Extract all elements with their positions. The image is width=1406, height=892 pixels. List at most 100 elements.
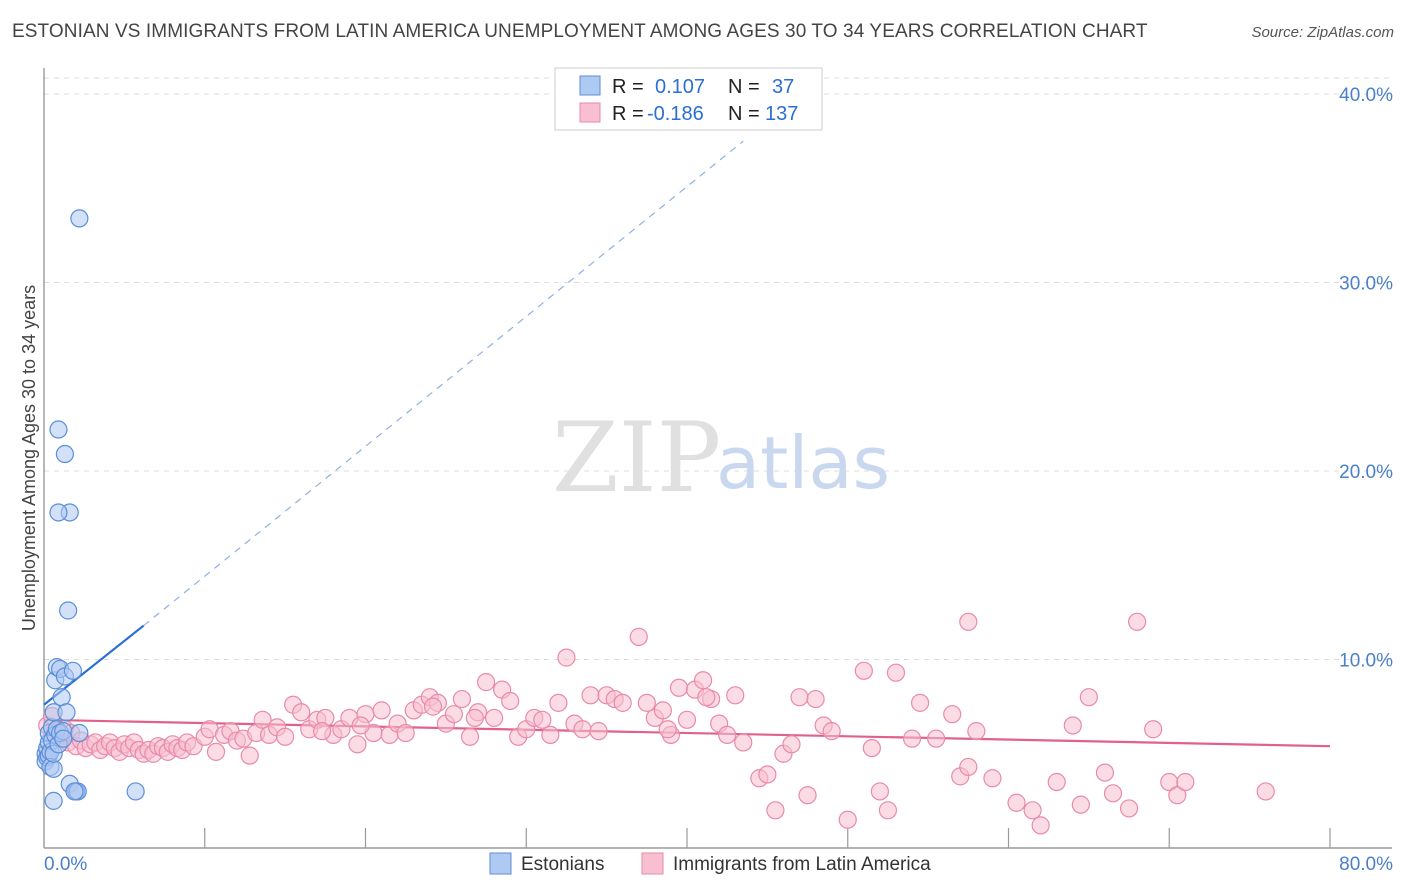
legend-r-value-1: 0.107 (655, 76, 705, 98)
immigrants-point (1047, 772, 1066, 792)
immigrants-point (501, 691, 520, 711)
immigrants-point (1023, 801, 1042, 820)
watermark-atlas: atlas (716, 421, 890, 505)
legend-n-label-2: N = (728, 103, 760, 125)
immigrants-point (460, 727, 480, 746)
immigrants-point (1063, 716, 1082, 735)
estonians-point (44, 759, 63, 778)
estonians-point (70, 209, 89, 228)
legend-r-value-2: -0.186 (647, 103, 704, 125)
immigrants-point (351, 716, 370, 735)
bottom-legend-swatch-estonians (489, 852, 512, 875)
immigrants-point (444, 705, 464, 724)
immigrants-point (697, 688, 716, 707)
correlation-legend: R = 0.107 N = 37 R = -0.186 N = 137 (554, 67, 823, 131)
immigrants-point (902, 729, 922, 748)
bottom-legend-label-estonians: Estonians (521, 854, 604, 875)
immigrants-point (766, 801, 785, 820)
estonians-point (70, 723, 89, 743)
y-axis-label: Unemployment Among Ages 30 to 34 years (19, 285, 39, 631)
immigrants-point (822, 722, 841, 741)
immigrants-point (790, 688, 809, 707)
legend-r-label-2: R = (612, 103, 644, 125)
immigrants-point (1144, 720, 1163, 739)
estonians-point (63, 661, 83, 680)
estonians-point (54, 729, 73, 748)
immigrants-point (758, 765, 777, 784)
legend-swatch-estonians (579, 75, 601, 96)
y-tick-labels: 10.0% 20.0% 30.0% 40.0% (1339, 85, 1393, 672)
legend-n-label-1: N = (728, 76, 760, 98)
immigrants-point (423, 697, 443, 716)
estonians-point (49, 503, 68, 522)
estonians-point (57, 703, 76, 722)
immigrants-point (581, 686, 600, 705)
estonians-point (65, 782, 84, 801)
x-axis-ticks (43, 828, 1331, 848)
immigrants-point (348, 735, 367, 754)
immigrants-point (276, 727, 295, 746)
watermark: ZIP atlas (552, 402, 890, 514)
immigrants-point (959, 612, 978, 631)
immigrants-point (589, 722, 608, 741)
immigrants-point (1168, 786, 1187, 805)
gridlines (44, 77, 1392, 660)
immigrants-point (1127, 612, 1147, 631)
x-tick-label-max: 80.0% (1339, 854, 1393, 875)
immigrants-point (959, 757, 978, 777)
immigrants-point (983, 769, 1002, 788)
immigrants-point (878, 801, 898, 820)
legend-n-value-2: 137 (765, 103, 798, 125)
immigrants-point (452, 689, 472, 709)
immigrants-point (798, 786, 817, 805)
immigrants-point (653, 701, 672, 720)
immigrants-point (806, 689, 825, 709)
immigrants-point (967, 722, 986, 741)
legend-r-label-1: R = (612, 76, 644, 98)
bottom-legend-label-immigrants: Immigrants from Latin America (673, 854, 931, 875)
immigrants-point (726, 686, 745, 705)
immigrants-point (1103, 784, 1123, 803)
immigrants-point (910, 693, 930, 712)
immigrants-point (658, 720, 677, 739)
immigrants-point (637, 693, 656, 712)
immigrants-point (1031, 816, 1050, 835)
x-tick-label-min: 0.0% (44, 854, 87, 875)
immigrants-point (1079, 688, 1098, 707)
estonians-point (49, 420, 68, 439)
immigrants-point (862, 738, 881, 758)
y-tick-label: 40.0% (1339, 85, 1393, 106)
estonians-point (44, 791, 63, 810)
immigrants-point (613, 693, 632, 712)
immigrants-point (240, 746, 259, 765)
estonians-point (126, 782, 145, 801)
immigrants-point (312, 722, 332, 741)
source-credit: Source: ZipAtlas.com (1251, 24, 1394, 41)
estonians-points (36, 209, 145, 810)
immigrants-point (1176, 772, 1195, 792)
estonians-point (55, 444, 74, 464)
watermark-zip: ZIP (552, 402, 721, 514)
immigrants-point (927, 729, 946, 748)
series-legend: Estonians Immigrants from Latin America (489, 852, 931, 875)
immigrants-point (1007, 793, 1026, 812)
immigrants-point (1095, 763, 1115, 782)
immigrants-point (782, 735, 801, 754)
immigrants-point (206, 742, 226, 761)
immigrants-point (693, 671, 713, 690)
immigrants-point (1071, 795, 1090, 814)
immigrants-point (838, 810, 857, 829)
immigrants-point (533, 710, 552, 729)
immigrants-point (292, 703, 311, 722)
immigrants-point (629, 627, 648, 646)
immigrants-point (253, 710, 272, 729)
immigrants-point (677, 710, 697, 729)
immigrants-point (485, 708, 504, 728)
immigrants-point (854, 661, 873, 680)
immigrants-point (372, 701, 391, 720)
y-tick-label: 20.0% (1339, 462, 1393, 483)
legend-n-value-1: 37 (772, 76, 794, 98)
y-tick-label: 10.0% (1339, 651, 1393, 672)
y-tick-label: 30.0% (1339, 274, 1393, 295)
